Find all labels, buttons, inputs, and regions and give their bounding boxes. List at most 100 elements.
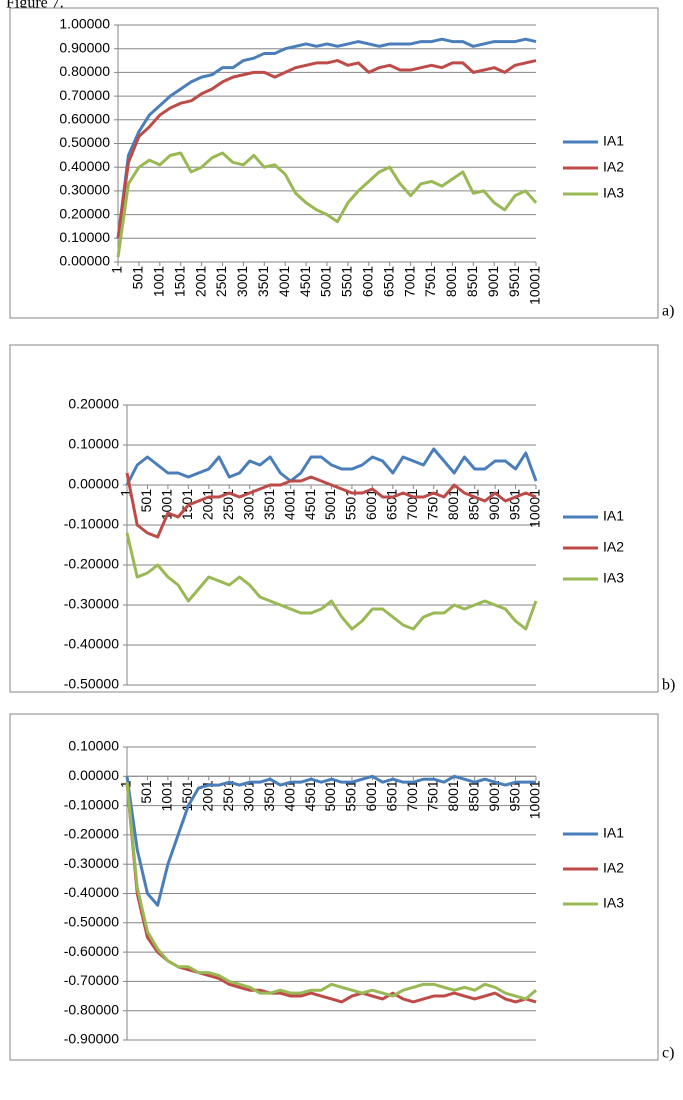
x-tick-label: 8001 bbox=[443, 266, 459, 297]
y-tick-label: -0.30000 bbox=[64, 855, 119, 871]
x-tick-label: 8501 bbox=[465, 780, 481, 811]
y-tick-label: -0.90000 bbox=[64, 1031, 119, 1047]
y-tick-label: 0.10000 bbox=[59, 229, 110, 245]
y-tick-label: 0.60000 bbox=[59, 111, 110, 127]
y-tick-label: 0.10000 bbox=[68, 436, 119, 452]
chart-frame bbox=[9, 713, 659, 1061]
x-tick-label: 4501 bbox=[302, 780, 318, 811]
y-tick-label: -0.60000 bbox=[64, 943, 119, 959]
x-tick-label: 6001 bbox=[363, 780, 379, 811]
legend-label: IA2 bbox=[603, 860, 624, 876]
x-tick-label: 9501 bbox=[506, 780, 522, 811]
x-tick-label: 10001 bbox=[527, 266, 543, 305]
x-tick-label: 6001 bbox=[363, 489, 379, 520]
y-tick-label: 0.00000 bbox=[68, 476, 119, 492]
y-tick-label: 0.20000 bbox=[68, 396, 119, 412]
x-tick-label: 4501 bbox=[302, 489, 318, 520]
x-tick-label: 5001 bbox=[322, 780, 338, 811]
x-tick-label: 7501 bbox=[424, 780, 440, 811]
legend-label: IA2 bbox=[603, 159, 624, 175]
data-line bbox=[125, 782, 537, 1001]
x-tick-label: 3001 bbox=[240, 780, 256, 811]
x-tick-label: 5001 bbox=[322, 489, 338, 520]
x-tick-label: 1001 bbox=[151, 266, 167, 297]
y-tick-label: -0.80000 bbox=[64, 1001, 119, 1017]
x-tick-label: 2501 bbox=[213, 266, 229, 297]
data-line bbox=[116, 151, 538, 258]
legend-label: IA1 bbox=[603, 133, 624, 149]
legend-label: IA1 bbox=[603, 508, 624, 524]
y-tick-label: 0.10000 bbox=[68, 738, 119, 754]
x-tick-label: 8001 bbox=[445, 489, 461, 520]
x-tick-label: 3001 bbox=[234, 266, 250, 297]
figure-title: Figure 7. bbox=[6, 0, 64, 12]
panel-label: c) bbox=[662, 1045, 674, 1062]
y-tick-label: -0.40000 bbox=[64, 884, 119, 900]
data-line bbox=[125, 532, 538, 631]
y-tick-label: -0.10000 bbox=[64, 516, 119, 532]
y-tick-label: -0.20000 bbox=[64, 826, 119, 842]
y-tick-label: 1.00000 bbox=[59, 16, 110, 32]
x-tick-label: 4501 bbox=[297, 266, 313, 297]
x-tick-label: 8001 bbox=[445, 780, 461, 811]
x-tick-label: 5501 bbox=[339, 266, 355, 297]
y-tick-label: 0.70000 bbox=[59, 87, 110, 103]
x-tick-label: 10001 bbox=[527, 489, 543, 528]
x-tick-label: 9001 bbox=[485, 266, 501, 297]
data-line bbox=[116, 37, 537, 239]
x-tick-label: 6501 bbox=[384, 489, 400, 520]
x-tick-label: 4001 bbox=[276, 266, 292, 297]
y-tick-label: 0.40000 bbox=[59, 158, 110, 174]
x-tick-label: 3501 bbox=[255, 266, 271, 297]
data-line bbox=[125, 447, 538, 486]
x-tick-label: 2001 bbox=[192, 266, 208, 297]
y-tick-label: -0.70000 bbox=[64, 972, 119, 988]
chart-frame bbox=[9, 344, 659, 693]
legend-label: IA2 bbox=[603, 539, 624, 555]
legend-label: IA3 bbox=[603, 570, 624, 586]
panel-label: a) bbox=[662, 303, 674, 320]
x-tick-label: 7001 bbox=[401, 266, 417, 297]
x-tick-label: 9001 bbox=[486, 780, 502, 811]
x-tick-label: 1 bbox=[118, 489, 134, 497]
x-tick-label: 3501 bbox=[261, 780, 277, 811]
data-line bbox=[125, 774, 536, 907]
x-tick-label: 5501 bbox=[343, 780, 359, 811]
x-tick-label: 1001 bbox=[159, 489, 175, 520]
x-tick-label: 5501 bbox=[343, 489, 359, 520]
x-tick-label: 1001 bbox=[159, 780, 175, 811]
x-tick-label: 4001 bbox=[281, 780, 297, 811]
x-tick-label: 1501 bbox=[171, 266, 187, 297]
y-tick-label: -0.40000 bbox=[64, 636, 119, 652]
x-tick-label: 501 bbox=[138, 780, 154, 804]
x-tick-label: 6501 bbox=[384, 780, 400, 811]
x-tick-label: 501 bbox=[138, 489, 154, 513]
x-tick-label: 3501 bbox=[261, 489, 277, 520]
x-tick-label: 7001 bbox=[404, 780, 420, 811]
x-tick-label: 1 bbox=[109, 266, 125, 274]
y-tick-label: 0.30000 bbox=[59, 182, 110, 198]
x-tick-label: 5001 bbox=[318, 266, 334, 297]
x-tick-label: 6001 bbox=[360, 266, 376, 297]
y-tick-label: 0.90000 bbox=[59, 39, 110, 55]
legend-label: IA1 bbox=[603, 825, 624, 841]
x-tick-label: 10001 bbox=[527, 780, 543, 819]
y-tick-label: 0.20000 bbox=[59, 205, 110, 221]
data-line bbox=[125, 472, 537, 539]
x-tick-label: 7501 bbox=[422, 266, 438, 297]
y-tick-label: -0.10000 bbox=[64, 796, 119, 812]
panel-label: b) bbox=[662, 677, 675, 694]
y-tick-label: 0.00000 bbox=[68, 767, 119, 783]
y-tick-label: -0.50000 bbox=[64, 676, 119, 692]
y-tick-label: 0.50000 bbox=[59, 134, 110, 150]
legend-label: IA3 bbox=[603, 895, 624, 911]
y-tick-label: 0.00000 bbox=[59, 253, 110, 269]
x-tick-label: 8501 bbox=[464, 266, 480, 297]
y-tick-label: -0.30000 bbox=[64, 596, 119, 612]
y-tick-label: -0.20000 bbox=[64, 556, 119, 572]
x-tick-label: 4001 bbox=[281, 489, 297, 520]
x-tick-label: 501 bbox=[130, 266, 146, 290]
legend-label: IA3 bbox=[603, 185, 624, 201]
x-tick-label: 6501 bbox=[380, 266, 396, 297]
